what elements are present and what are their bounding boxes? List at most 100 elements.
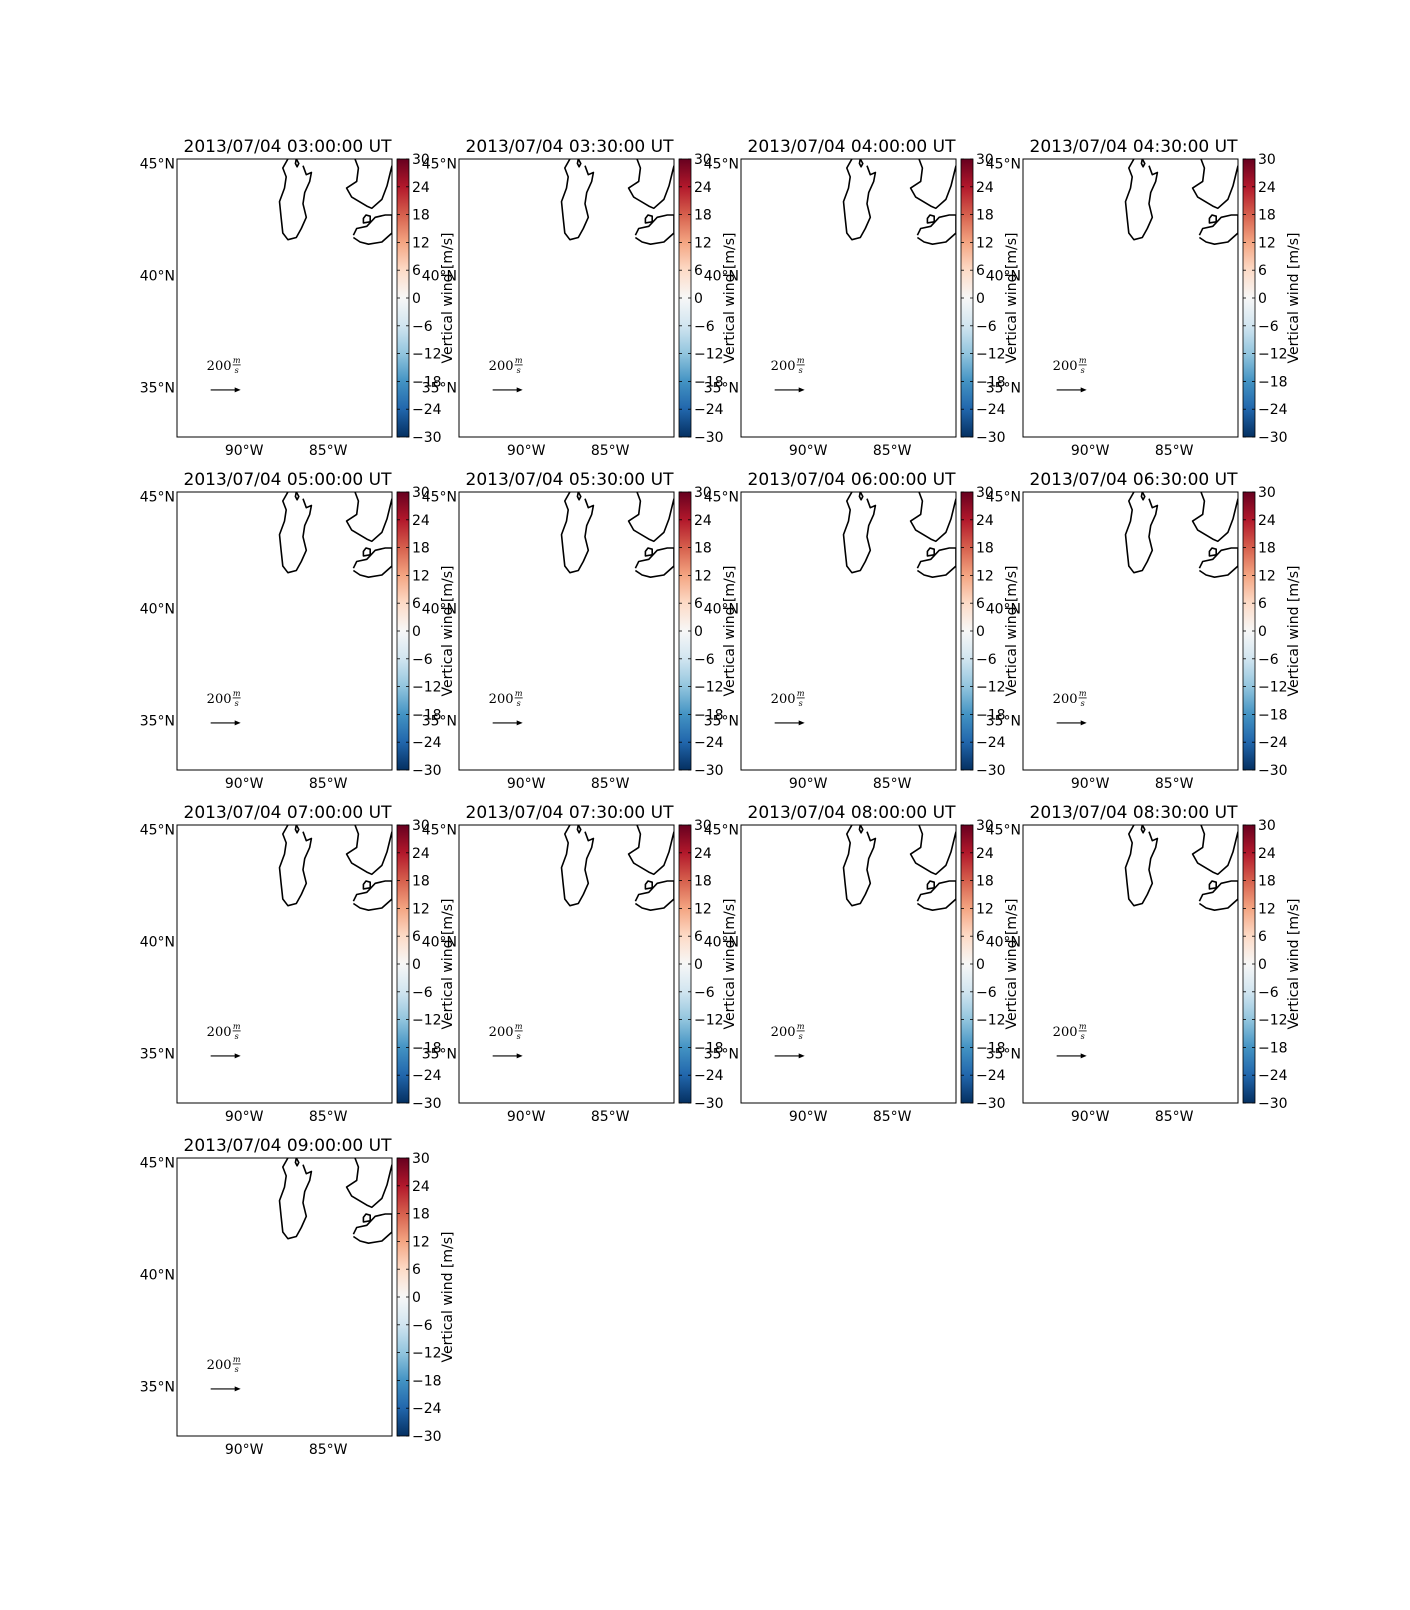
map-frame bbox=[176, 158, 393, 438]
colorbar-tick-label: 18 bbox=[976, 208, 994, 224]
colorbar-tick-label: −24 bbox=[1258, 402, 1288, 418]
colorbar-tick-label: 0 bbox=[694, 624, 703, 640]
quiver-key-label: 200 bbox=[1053, 692, 1078, 707]
map-panel: 2013/07/04 07:00:00 UT 90°W 85°W 35°N 40°N 45… bbox=[140, 803, 456, 1125]
lon-tick-label: 85°W bbox=[1155, 1109, 1194, 1125]
quiver-key-arrow-head bbox=[234, 1386, 241, 1392]
colorbar: 30 24 18 12 6 0 −6 −12 −18 −24 −30 Vertical wind [m… bbox=[1242, 485, 1302, 779]
colorbar-tick-label: −12 bbox=[694, 347, 724, 363]
colorbar-tick-label: 12 bbox=[1258, 568, 1276, 584]
colorbar-tick-label: 30 bbox=[976, 818, 994, 834]
panel-title: 2013/07/04 04:00:00 UT bbox=[748, 137, 957, 157]
coastline bbox=[560, 492, 674, 578]
colorbar-label: Vertical wind [m/s] bbox=[1004, 899, 1020, 1030]
lat-tick-label: 40°N bbox=[986, 269, 1021, 285]
map-panel: 2013/07/04 03:30:00 UT 90°W 85°W 35°N 40°N 45… bbox=[422, 137, 738, 459]
colorbar-tick-label: 6 bbox=[412, 596, 421, 612]
lake-michigan-shore bbox=[560, 159, 595, 241]
colorbar-tick-label: −12 bbox=[1258, 1013, 1288, 1029]
lake-huron-shore bbox=[627, 492, 674, 543]
panel-title: 2013/07/04 09:00:00 UT bbox=[184, 1136, 393, 1156]
colorbar-tick-label: −6 bbox=[412, 652, 433, 668]
colorbar-tick-label: 0 bbox=[412, 1290, 421, 1306]
map-frame bbox=[176, 491, 393, 771]
colorbar-tick-label: −18 bbox=[976, 707, 1006, 723]
island-shore bbox=[858, 825, 864, 834]
quiver-key: 200 ms bbox=[771, 356, 805, 393]
map-frame bbox=[1022, 824, 1239, 1104]
map-panel: 2013/07/04 03:00:00 UT 90°W 85°W 35°N 40°N 45… bbox=[140, 137, 456, 459]
quiver-key-unit-num: m bbox=[797, 1022, 805, 1031]
lat-tick-label: 40°N bbox=[140, 269, 175, 285]
quiver-key-unit-den: s bbox=[799, 1032, 803, 1041]
quiver-key-label: 200 bbox=[771, 359, 796, 374]
lat-tick-label: 45°N bbox=[704, 489, 739, 505]
quiver-key-label: 200 bbox=[771, 1025, 796, 1040]
lat-tick-label: 45°N bbox=[140, 156, 175, 172]
map-frame bbox=[458, 491, 675, 771]
island-shore bbox=[294, 1158, 300, 1167]
lon-tick-label: 85°W bbox=[591, 1109, 630, 1125]
lat-tick-label: 35°N bbox=[422, 381, 457, 397]
lake-huron-shore bbox=[1191, 492, 1238, 543]
map-frame bbox=[176, 824, 393, 1104]
colorbar: 30 24 18 12 6 0 −6 −12 −18 −24 −30 Vertical wind [m… bbox=[396, 152, 456, 446]
colorbar-tick-label: −24 bbox=[694, 1068, 724, 1084]
lat-tick-label: 35°N bbox=[140, 381, 175, 397]
colorbar-tick-label: 24 bbox=[694, 846, 712, 862]
lake-erie-shore bbox=[1198, 547, 1238, 578]
colorbar-tick-label: −12 bbox=[412, 1346, 442, 1362]
map-panel: 2013/07/04 08:00:00 UT 90°W 85°W 35°N 40°N 45… bbox=[704, 803, 1020, 1125]
quiver-key-unit-den: s bbox=[1081, 699, 1085, 708]
colorbar-tick-label: −30 bbox=[412, 1096, 442, 1112]
island-shore bbox=[576, 825, 582, 834]
map-panel: 2013/07/04 05:30:00 UT 90°W 85°W 35°N 40°N 45… bbox=[422, 470, 738, 792]
colorbar-tick-label: 6 bbox=[976, 263, 985, 279]
panel-title: 2013/07/04 06:00:00 UT bbox=[748, 470, 957, 490]
colorbar-tick-label: 0 bbox=[694, 957, 703, 973]
coastline bbox=[842, 825, 956, 911]
colorbar-tick-label: 18 bbox=[1258, 874, 1276, 890]
colorbar-tick-label: −30 bbox=[694, 763, 724, 779]
lake-st-clair-shore bbox=[644, 547, 653, 557]
colorbar: 30 24 18 12 6 0 −6 −12 −18 −24 −30 Vertical wind [m… bbox=[960, 152, 1020, 446]
quiver-key-arrow-head bbox=[516, 720, 523, 726]
lake-erie-shore bbox=[634, 880, 674, 911]
colorbar: 30 24 18 12 6 0 −6 −12 −18 −24 −30 Vertical wind [m… bbox=[396, 818, 456, 1112]
colorbar-label: Vertical wind [m/s] bbox=[440, 566, 456, 697]
colorbar-tick-label: −18 bbox=[412, 374, 442, 390]
lon-tick-label: 90°W bbox=[1071, 1109, 1110, 1125]
lat-tick-label: 35°N bbox=[704, 381, 739, 397]
colorbar-tick-label: −24 bbox=[976, 1068, 1006, 1084]
colorbar-tick-label: −30 bbox=[412, 1429, 442, 1445]
lat-tick-label: 40°N bbox=[986, 602, 1021, 618]
lake-st-clair-shore bbox=[1208, 214, 1217, 224]
colorbar-tick-label: −30 bbox=[694, 430, 724, 446]
colorbar-tick-label: −24 bbox=[412, 402, 442, 418]
lake-michigan-shore bbox=[278, 1158, 313, 1240]
map-frame bbox=[740, 491, 957, 771]
colorbar: 30 24 18 12 6 0 −6 −12 −18 −24 −30 Vertical wind [m… bbox=[1242, 818, 1302, 1112]
colorbar-tick-label: 6 bbox=[694, 929, 703, 945]
colorbar-tick-label: −30 bbox=[1258, 430, 1288, 446]
island-shore bbox=[1140, 159, 1146, 168]
island-shore bbox=[294, 825, 300, 834]
panel-title: 2013/07/04 05:00:00 UT bbox=[184, 470, 393, 490]
colorbar-tick-label: −6 bbox=[1258, 652, 1279, 668]
quiver-key: 200 ms bbox=[1053, 1022, 1087, 1059]
coastline bbox=[560, 159, 674, 245]
quiver-key-label: 200 bbox=[1053, 359, 1078, 374]
lat-tick-label: 35°N bbox=[422, 714, 457, 730]
colorbar-tick-label: −18 bbox=[412, 1040, 442, 1056]
quiver-key: 200 ms bbox=[207, 1355, 241, 1392]
island-shore bbox=[858, 159, 864, 168]
quiver-key-label: 200 bbox=[771, 692, 796, 707]
map-frame bbox=[458, 824, 675, 1104]
colorbar-tick-label: 6 bbox=[412, 1262, 421, 1278]
lake-huron-shore bbox=[909, 159, 956, 210]
lat-tick-label: 35°N bbox=[422, 1047, 457, 1063]
colorbar-tick-label: 0 bbox=[694, 291, 703, 307]
colorbar-tick-label: 30 bbox=[694, 485, 712, 501]
lake-michigan-shore bbox=[1124, 492, 1159, 574]
quiver-key-label: 200 bbox=[489, 359, 514, 374]
